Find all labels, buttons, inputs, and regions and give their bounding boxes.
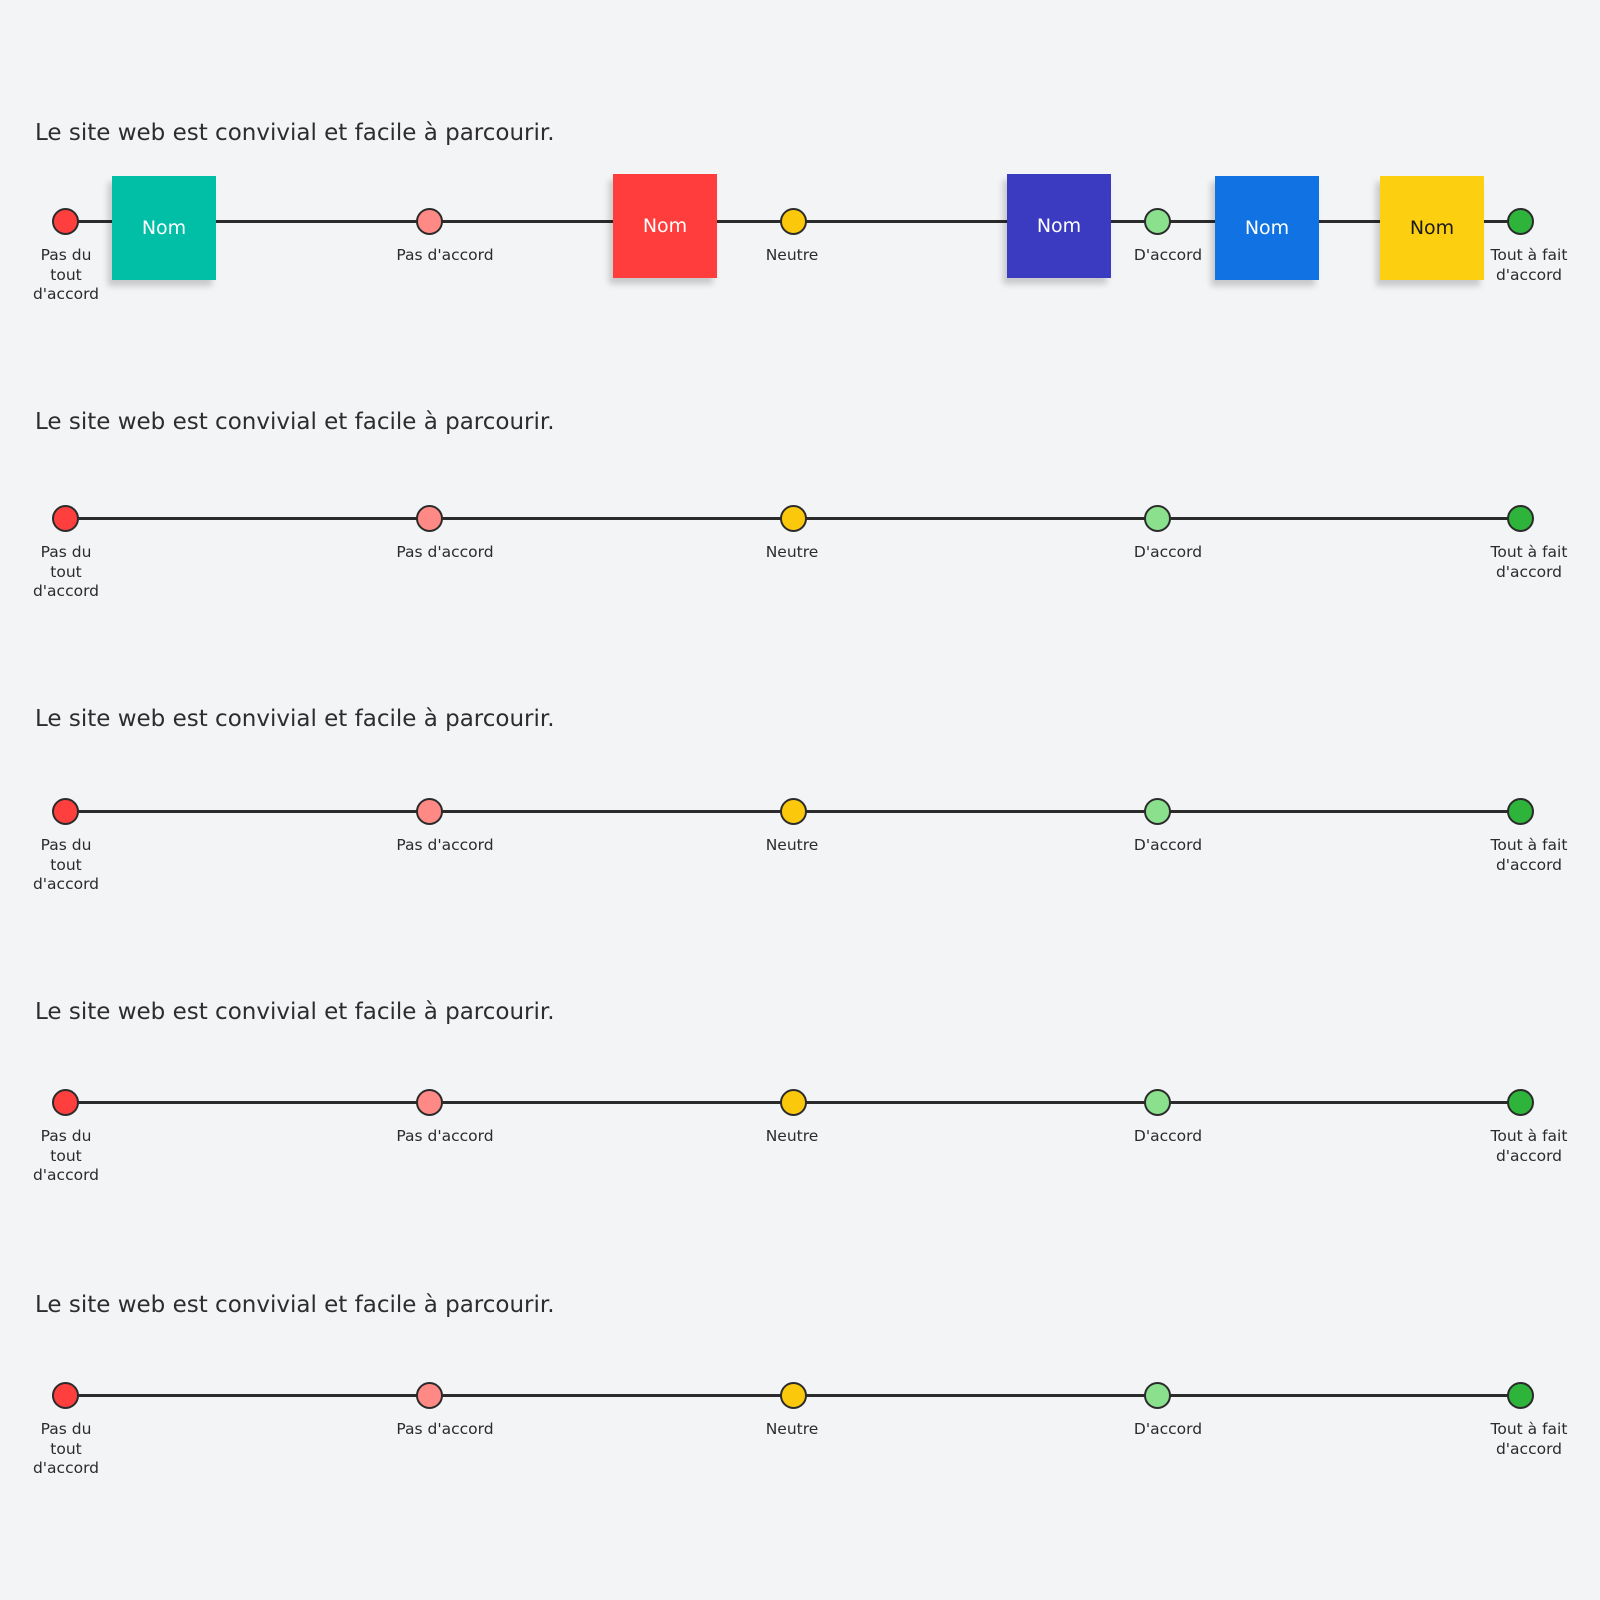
scale-label: D'accord <box>1133 543 1203 561</box>
question-text: Le site web est convivial et facile à pa… <box>35 1292 555 1318</box>
circle-marker-icon[interactable] <box>1507 505 1534 532</box>
sticky-note-label: Nom <box>141 217 187 239</box>
scale-label: D'accord <box>1133 1420 1203 1438</box>
circle-marker-icon[interactable] <box>52 798 79 825</box>
scale-label: Neutre <box>765 1420 819 1438</box>
sticky-note[interactable]: Nom <box>613 174 717 278</box>
scale-label: Tout à fait d'accord <box>1490 1127 1568 1165</box>
sticky-note-label: Nom <box>1244 217 1290 239</box>
scale-label: Neutre <box>765 543 819 561</box>
likert-scale: Pas du tout d'accord Pas d'accord Neutre… <box>0 997 1600 1297</box>
survey-row: Le site web est convivial et facile à pa… <box>0 997 1600 1297</box>
scale-label: D'accord <box>1133 246 1203 264</box>
circle-marker-icon[interactable] <box>1144 1382 1171 1409</box>
scale-label: Pas du tout d'accord <box>32 1127 100 1184</box>
circle-marker-icon[interactable] <box>416 1382 443 1409</box>
scale-label: Pas du tout d'accord <box>32 1420 100 1477</box>
likert-scale: Pas du tout d'accord Pas d'accord Neutre… <box>0 704 1600 1004</box>
circle-marker-icon[interactable] <box>780 798 807 825</box>
circle-marker-icon[interactable] <box>52 1089 79 1116</box>
scale-label: Tout à fait d'accord <box>1490 1420 1568 1458</box>
scale-label: Pas d'accord <box>396 246 494 264</box>
scale-label: D'accord <box>1133 1127 1203 1145</box>
scale-label: Neutre <box>765 246 819 264</box>
question-text: Le site web est convivial et facile à pa… <box>35 409 555 435</box>
circle-marker-icon[interactable] <box>52 1382 79 1409</box>
circle-marker-icon[interactable] <box>416 1089 443 1116</box>
circle-marker-icon[interactable] <box>780 1382 807 1409</box>
scale-label: Pas du tout d'accord <box>32 836 100 893</box>
likert-scale: Pas du tout d'accord Pas d'accord Neutre… <box>0 118 1600 418</box>
question-text: Le site web est convivial et facile à pa… <box>35 120 555 146</box>
circle-marker-icon[interactable] <box>52 208 79 235</box>
scale-label: Pas d'accord <box>396 836 494 854</box>
scale-label: Tout à fait d'accord <box>1490 543 1568 581</box>
likert-scale: Pas du tout d'accord Pas d'accord Neutre… <box>0 1290 1600 1590</box>
circle-marker-icon[interactable] <box>416 505 443 532</box>
scale-label: Pas d'accord <box>396 1127 494 1145</box>
scale-label: Pas d'accord <box>396 1420 494 1438</box>
circle-marker-icon[interactable] <box>780 1089 807 1116</box>
circle-marker-icon[interactable] <box>1507 1382 1534 1409</box>
sticky-note-label: Nom <box>1409 217 1455 239</box>
survey-row: Le site web est convivial et facile à pa… <box>0 407 1600 707</box>
circle-marker-icon[interactable] <box>416 798 443 825</box>
sticky-note[interactable]: Nom <box>1215 176 1319 280</box>
circle-marker-icon[interactable] <box>1144 798 1171 825</box>
circle-marker-icon[interactable] <box>1507 208 1534 235</box>
circle-marker-icon[interactable] <box>780 208 807 235</box>
scale-label: Pas du tout d'accord <box>32 543 100 600</box>
scale-label: Tout à fait d'accord <box>1490 836 1568 874</box>
scale-label: Pas d'accord <box>396 543 494 561</box>
circle-marker-icon[interactable] <box>416 208 443 235</box>
circle-marker-icon[interactable] <box>780 505 807 532</box>
scale-label: Tout à fait d'accord <box>1490 246 1568 284</box>
scale-label: D'accord <box>1133 836 1203 854</box>
question-text: Le site web est convivial et facile à pa… <box>35 999 555 1025</box>
scale-label: Neutre <box>765 836 819 854</box>
circle-marker-icon[interactable] <box>1507 798 1534 825</box>
sticky-note[interactable]: Nom <box>1007 174 1111 278</box>
circle-marker-icon[interactable] <box>1144 1089 1171 1116</box>
survey-row: Le site web est convivial et facile à pa… <box>0 118 1600 418</box>
circle-marker-icon[interactable] <box>1507 1089 1534 1116</box>
scale-label: Neutre <box>765 1127 819 1145</box>
scale-label: Pas du tout d'accord <box>32 246 100 303</box>
sticky-note-label: Nom <box>1036 215 1082 237</box>
likert-scale: Pas du tout d'accord Pas d'accord Neutre… <box>0 407 1600 707</box>
circle-marker-icon[interactable] <box>52 505 79 532</box>
survey-row: Le site web est convivial et facile à pa… <box>0 1290 1600 1590</box>
sticky-note[interactable]: Nom <box>1380 176 1484 280</box>
survey-row: Le site web est convivial et facile à pa… <box>0 704 1600 1004</box>
sticky-note-label: Nom <box>642 215 688 237</box>
circle-marker-icon[interactable] <box>1144 505 1171 532</box>
question-text: Le site web est convivial et facile à pa… <box>35 706 555 732</box>
sticky-note[interactable]: Nom <box>112 176 216 280</box>
circle-marker-icon[interactable] <box>1144 208 1171 235</box>
